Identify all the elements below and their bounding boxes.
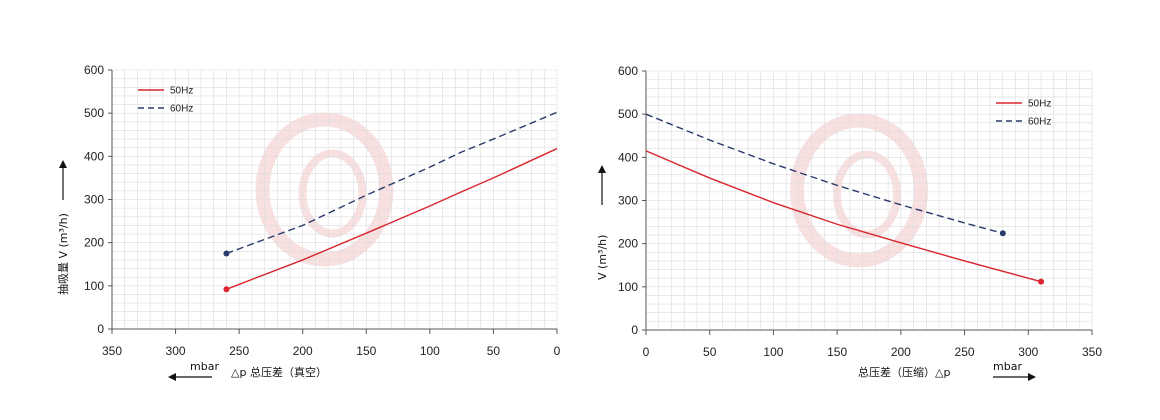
y-tick-label: 200 (84, 236, 104, 250)
x-arrow-head (168, 373, 176, 381)
y-arrow-head (59, 160, 67, 168)
series-end-point (223, 250, 230, 257)
series-line-60Hz (645, 113, 1003, 234)
x-tick-label: 100 (420, 344, 440, 358)
x-axis-label: △p 总压差（真空） (231, 365, 327, 379)
x-axis-label: 总压差（压缩）△p (858, 365, 950, 379)
x-arrow-head (1028, 373, 1036, 381)
y-tick-label: 0 (631, 323, 638, 337)
y-axis-label: V (m³/h) (596, 235, 609, 280)
legend: 50Hz 60Hz (996, 99, 1051, 128)
x-tick-label: 0 (554, 344, 561, 358)
series-end-point (1038, 278, 1045, 285)
grid (111, 69, 558, 330)
watermark-ring (790, 113, 928, 268)
legend-label: 60Hz (1028, 117, 1051, 128)
x-tick-label: 250 (229, 344, 249, 358)
y-tick-label: 300 (84, 193, 104, 207)
y-tick-label: 0 (97, 322, 104, 336)
grid (645, 70, 1093, 331)
x-tick-label: 0 (643, 345, 650, 359)
x-tick-label: 350 (102, 344, 122, 358)
y-arrow-head (598, 165, 606, 173)
x-tick-label: 300 (1018, 345, 1038, 359)
series-end-point (999, 230, 1006, 237)
x-tick-label: 250 (955, 345, 975, 359)
watermark-logo (255, 112, 394, 267)
x-unit-label: mbar (993, 360, 1022, 373)
y-tick-label: 400 (84, 149, 104, 163)
series-end-point (223, 286, 230, 293)
x-tick-label: 50 (487, 344, 501, 358)
x-tick-label: 150 (356, 344, 376, 358)
y-tick-label: 400 (618, 150, 638, 164)
legend-label: 50Hz (170, 86, 193, 97)
x-unit-label: mbar (190, 360, 219, 373)
y-axis-label: 抽吸量 V (m³/h) (56, 213, 70, 295)
y-tick-label: 500 (618, 107, 638, 121)
series-line-50Hz (645, 150, 1042, 283)
series-line-60Hz (226, 111, 558, 255)
y-tick-label: 100 (84, 279, 104, 293)
legend-label: 60Hz (170, 104, 193, 115)
watermark-ring (255, 112, 394, 267)
x-tick-label: 150 (827, 345, 847, 359)
x-tick-label: 300 (166, 344, 186, 358)
series-line-50Hz (226, 147, 558, 290)
watermark-logo (790, 113, 928, 268)
x-tick-label: 50 (703, 345, 717, 359)
legend-label: 50Hz (1028, 99, 1051, 110)
y-tick-label: 600 (84, 63, 104, 77)
y-tick-label: 300 (618, 194, 638, 208)
y-tick-label: 600 (618, 64, 638, 78)
x-tick-label: 200 (293, 344, 313, 358)
chart-2: 0 100 200 300 400 500 600 0 50 100 150 200 250 300 350… (596, 64, 1102, 381)
y-tick-label: 200 (618, 237, 638, 251)
y-tick-label: 500 (84, 106, 104, 120)
y-tick-label: 100 (618, 280, 638, 294)
x-tick-label: 200 (891, 345, 911, 359)
legend: 50Hz 60Hz (138, 86, 193, 115)
x-tick-label: 100 (763, 345, 783, 359)
x-tick-label: 350 (1082, 345, 1102, 359)
